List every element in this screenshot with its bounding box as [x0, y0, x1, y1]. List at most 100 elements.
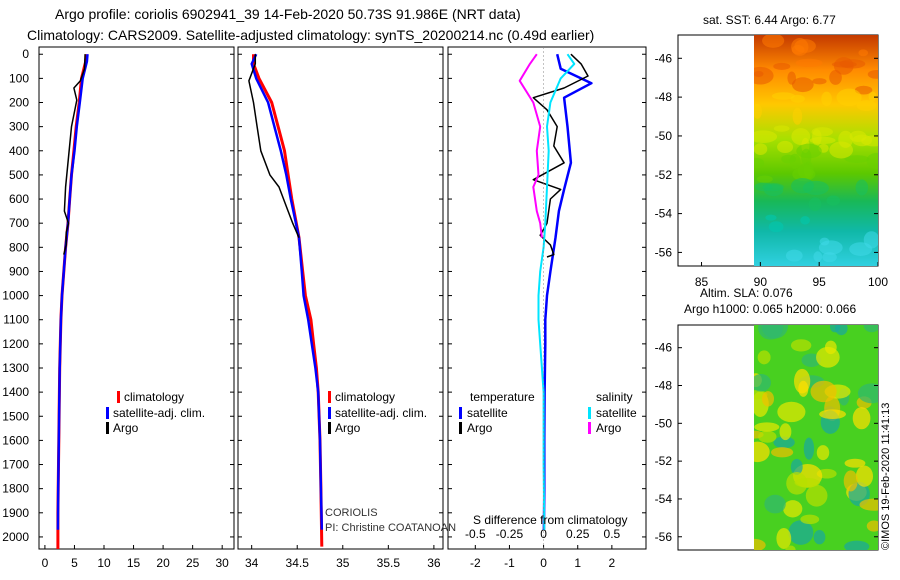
- difference-x-axis: -2 -1 0 1 2 -0.5 -0.25 0 0.25 0.5: [465, 527, 621, 570]
- difference-x-label: S difference from climatology: [473, 513, 628, 527]
- sst-texture-cell: [754, 103, 763, 119]
- map-y-tick-label: -56: [655, 530, 673, 544]
- sst-texture-cell: [800, 216, 810, 225]
- temperature-x-tick-label: 0: [42, 556, 49, 570]
- sla-texture-cell: [835, 325, 848, 336]
- map-y-tick-label: -48: [655, 379, 673, 393]
- sst-texture-cell: [829, 141, 854, 159]
- sst-map: sat. SST: 6.44 Argo: 6.77 -46 -48 -50 -52 -5…: [655, 13, 889, 289]
- temperature-x-axis: 0 5 10 15 20 25 30: [42, 545, 230, 570]
- sla-texture-cell: [758, 430, 777, 443]
- legend-satellite-label: satellite-adj. clim.: [113, 406, 205, 420]
- sst-texture-cell: [785, 249, 803, 262]
- sst-texture-cell: [836, 88, 862, 107]
- difference-temperature-satellite-line: [542, 53, 593, 530]
- sst-texture-cell: [808, 197, 822, 211]
- salinity-satellite-adj-clim--line: [250, 53, 324, 530]
- map-y-tick-label: -56: [655, 245, 673, 259]
- salinity-x-tick-label: 34.5: [286, 556, 310, 570]
- sst-texture-cell: [754, 143, 768, 156]
- difference-series: [518, 47, 593, 549]
- sst-texture-cell: [861, 135, 878, 147]
- sla-map: Altim. SLA: 0.076 Argo h1000: 0.065 h200…: [655, 286, 879, 551]
- sst-map-axes: -46 -48 -50 -52 -54 -56 85 90 95 100: [655, 51, 889, 289]
- sla-texture-cell: [754, 373, 772, 392]
- depth-tick-label: 1900: [2, 506, 29, 520]
- imos-watermark: ©IMOS 19-Feb-2020 11:41:13: [880, 403, 892, 550]
- legend-temperature-heading: temperature: [470, 390, 535, 404]
- sst-texture-cell: [771, 92, 795, 100]
- sla-texture-cell: [800, 514, 820, 525]
- sst-texture-cell: [813, 251, 823, 262]
- depth-tick-label: 1300: [2, 361, 29, 375]
- sst-map-title: sat. SST: 6.44 Argo: 6.77: [703, 13, 836, 27]
- temperature-legend: climatology satellite-adj. clim. Argo: [106, 390, 205, 435]
- sst-texture-cell: [866, 152, 878, 169]
- temperature-x-tick-label: 30: [216, 556, 230, 570]
- sla-texture-cell: [863, 325, 878, 333]
- legend-satellite-swatch: [328, 407, 331, 419]
- difference-legend: temperature satellite Argo salinity sate…: [459, 390, 637, 527]
- sla-texture-cell: [844, 458, 866, 468]
- difference-x-tick-label: 0: [540, 556, 547, 570]
- legend-argo-swatch: [106, 422, 109, 434]
- depth-tick-label: 700: [9, 216, 29, 230]
- map-y-tick-label: -46: [655, 341, 673, 355]
- depth-tick-label: 1700: [2, 458, 29, 472]
- sst-texture-cell: [754, 70, 764, 78]
- temperature-x-tick-label: 25: [186, 556, 200, 570]
- difference-x-tick-label: 1: [574, 556, 581, 570]
- difference-x-tick-label: -1: [504, 556, 515, 570]
- depth-tick-label: 100: [9, 71, 29, 85]
- difference-panel-frame: [447, 46, 647, 550]
- sst-texture-cell: [796, 143, 822, 159]
- legend-temp-satellite-swatch: [459, 407, 462, 419]
- temperature-x-tick-label: 10: [97, 556, 111, 570]
- sla-texture-cell: [790, 458, 803, 475]
- sst-texture-cell: [863, 231, 878, 249]
- salinity-difference-tick-label: -0.25: [496, 527, 524, 541]
- legend-sal-argo-label: Argo: [596, 421, 622, 435]
- legend-argo-label: Argo: [113, 421, 139, 435]
- sla-texture-cell: [803, 437, 815, 460]
- map-x-tick-label: 90: [754, 275, 768, 289]
- depth-tick-label: 1000: [2, 289, 29, 303]
- salinity-difference-tick-label: 0.5: [604, 527, 621, 541]
- depth-tick-label: 600: [9, 192, 29, 206]
- sla-texture-cell: [805, 484, 828, 507]
- map-y-tick-label: -50: [655, 129, 673, 143]
- legend-salinity-heading: salinity: [596, 390, 633, 404]
- sst-texture-cell: [765, 214, 777, 221]
- map-y-tick-label: -52: [655, 454, 673, 468]
- salinity-difference-tick-label: -0.5: [465, 527, 486, 541]
- sla-texture-cell: [843, 470, 858, 492]
- sst-texture-cell: [791, 128, 811, 145]
- sst-texture: [754, 35, 878, 263]
- annotation-data-centre: CORIOLIS: [325, 507, 378, 519]
- sst-texture-cell: [781, 154, 797, 164]
- depth-tick-label: 300: [9, 120, 29, 134]
- depth-tick-label: 0: [22, 47, 29, 61]
- figure-title-line-2: Climatology: CARS2009. Satellite-adjuste…: [27, 27, 595, 43]
- sla-texture-cell: [776, 527, 792, 549]
- sla-texture-cell: [816, 346, 840, 368]
- depth-tick-label: 900: [9, 264, 29, 278]
- legend-climatology-swatch: [117, 391, 120, 403]
- difference-salinity-argo-line: [518, 53, 543, 238]
- sst-texture-cell: [809, 136, 836, 145]
- sla-texture-cell: [777, 401, 806, 423]
- depth-tick-label: 1800: [2, 482, 29, 496]
- legend-temp-satellite-label: satellite: [467, 406, 508, 420]
- sla-texture-cell: [764, 494, 786, 514]
- sst-texture-cell: [762, 183, 784, 192]
- depth-tick-label: 1600: [2, 433, 29, 447]
- depth-tick-label: 800: [9, 240, 29, 254]
- map-y-tick-label: -50: [655, 416, 673, 430]
- legend-sal-argo-swatch: [588, 422, 591, 434]
- sst-texture-cell: [868, 91, 877, 102]
- legend-climatology-swatch: [328, 391, 331, 403]
- sst-texture-cell: [829, 70, 842, 85]
- sla-texture: [754, 325, 878, 550]
- salinity-climatology-line: [252, 54, 324, 547]
- difference-x-tick-label: 2: [609, 556, 616, 570]
